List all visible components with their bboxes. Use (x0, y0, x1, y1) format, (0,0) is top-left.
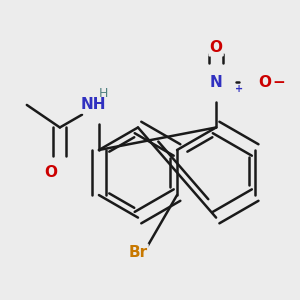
Text: O: O (258, 75, 271, 90)
Text: +: + (235, 84, 243, 94)
Text: Br: Br (128, 245, 148, 260)
Text: NH: NH (80, 98, 106, 112)
Text: O: O (210, 40, 223, 55)
Text: N: N (210, 75, 223, 90)
Text: H: H (99, 87, 108, 100)
Text: −: − (273, 75, 286, 90)
Text: O: O (44, 165, 57, 180)
